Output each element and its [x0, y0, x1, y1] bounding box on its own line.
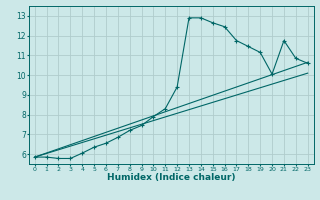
X-axis label: Humidex (Indice chaleur): Humidex (Indice chaleur) [107, 173, 236, 182]
